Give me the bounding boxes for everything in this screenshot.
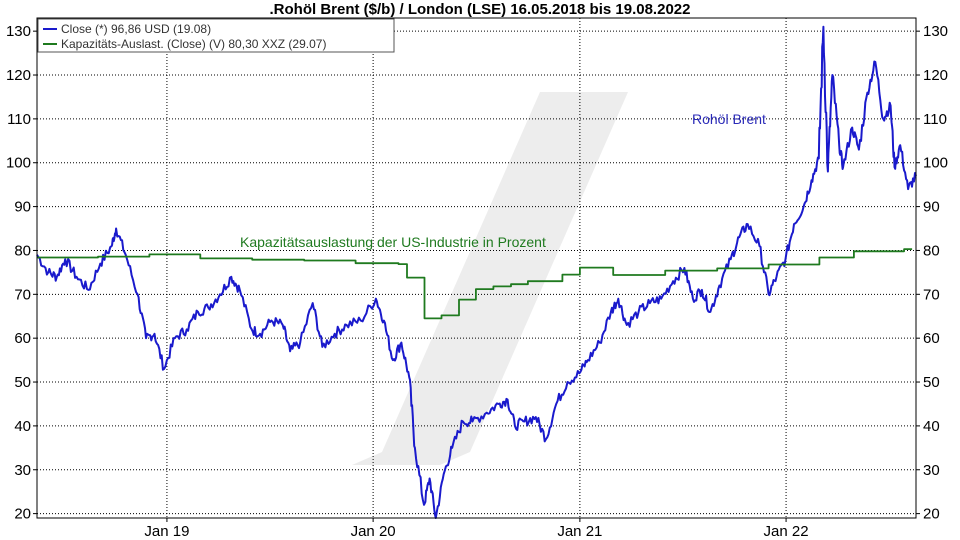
x-tick-label: Jan 22: [764, 523, 809, 540]
y-tick-label-right: 30: [923, 462, 940, 479]
y-tick-label-left: 120: [6, 67, 31, 84]
annotation-capacity: Kapazitätsauslastung der US-Industrie in…: [240, 234, 546, 250]
legend-label-capacity: Kapazitäts-Auslast. (Close) (V) 80,30 XX…: [61, 37, 326, 51]
y-tick-label-left: 20: [14, 506, 31, 523]
y-tick-label-right: 110: [923, 111, 947, 128]
chart-title: .Rohöl Brent ($/b) / London (LSE) 16.05.…: [269, 1, 691, 18]
y-tick-label-right: 20: [923, 506, 940, 523]
y-tick-label-right: 40: [923, 418, 940, 435]
series-line-close: [36, 25, 917, 519]
y-tick-label-left: 70: [14, 286, 31, 303]
x-tick-label: Jan 20: [351, 523, 396, 540]
watermark-logo: [352, 92, 628, 465]
y-tick-label-right: 60: [923, 330, 940, 347]
y-tick-label-right: 90: [923, 199, 940, 216]
y-tick-label-right: 120: [923, 67, 948, 84]
legend-label-close: Close (*) 96,86 USD (19.08): [61, 22, 211, 36]
series-line-capacity: [37, 248, 913, 320]
annotation-brent: Rohöl Brent: [692, 111, 766, 127]
axes: 20 20 30 30 40 40 50 50 60 60 70 70 80 80 90 90 100 100 11…: [6, 23, 948, 540]
x-tick-label: Jan 21: [557, 523, 602, 540]
y-tick-label-left: 60: [14, 330, 31, 347]
y-tick-label-right: 50: [923, 374, 940, 391]
x-tick-label: Jan 19: [144, 523, 189, 540]
y-tick-label-left: 90: [14, 199, 31, 216]
y-tick-label-left: 30: [14, 462, 31, 479]
grid: [37, 18, 916, 518]
y-tick-label-right: 100: [923, 155, 948, 172]
y-tick-label-left: 130: [6, 23, 31, 40]
y-tick-label-right: 130: [923, 23, 948, 40]
y-tick-label-left: 110: [7, 111, 31, 128]
y-tick-label-right: 80: [923, 242, 940, 259]
legend: Close (*) 96,86 USD (19.08) Kapazitäts-A…: [37, 18, 395, 53]
legend-box: [37, 18, 395, 53]
y-tick-label-right: 70: [923, 286, 940, 303]
y-tick-label-left: 40: [14, 418, 31, 435]
plot-frame: [36, 17, 917, 519]
y-tick-label-left: 50: [14, 374, 31, 391]
series-layer: [36, 25, 917, 519]
y-tick-label-left: 100: [6, 155, 31, 172]
y-tick-label-left: 80: [14, 242, 31, 259]
